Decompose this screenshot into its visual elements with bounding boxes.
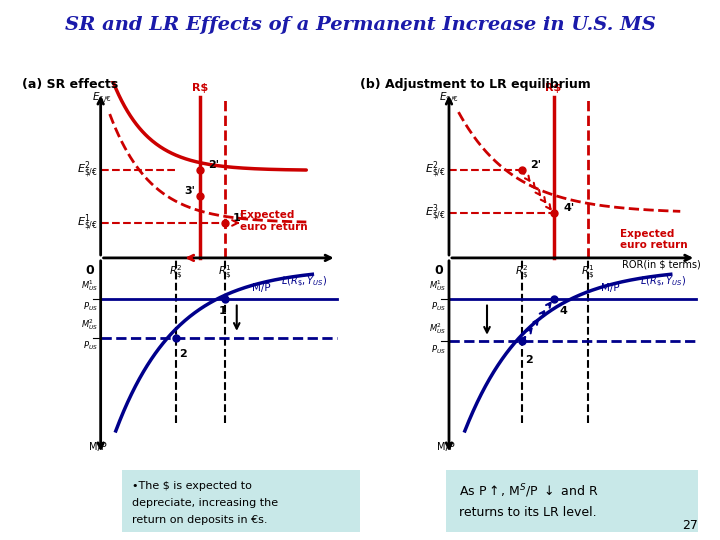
Text: 4: 4: [560, 306, 568, 316]
Text: 0: 0: [434, 264, 443, 276]
Text: 1': 1': [232, 213, 243, 223]
Text: 1: 1: [219, 306, 226, 316]
FancyBboxPatch shape: [444, 469, 701, 532]
Text: (b) Adjustment to LR equilibrium: (b) Adjustment to LR equilibrium: [360, 78, 590, 91]
Text: M/P: M/P: [89, 442, 107, 453]
Text: $P_{US}$: $P_{US}$: [83, 340, 98, 352]
Text: 4': 4': [563, 203, 574, 213]
Text: ROR(in $ terms): ROR(in $ terms): [622, 260, 701, 270]
Text: 2': 2': [530, 160, 541, 171]
Text: $P_{US}$: $P_{US}$: [431, 301, 446, 313]
Text: $M^2_{US}$: $M^2_{US}$: [81, 317, 98, 332]
Text: return on deposits in €s.: return on deposits in €s.: [132, 515, 267, 524]
Text: R$: R$: [546, 83, 562, 93]
Text: depreciate, increasing the: depreciate, increasing the: [132, 498, 278, 508]
Text: $R^2_\$$: $R^2_\$$: [515, 264, 528, 281]
Text: $M^2_{US}$: $M^2_{US}$: [429, 321, 446, 336]
Text: $E^1_{\$/€}$: $E^1_{\$/€}$: [76, 212, 98, 233]
Text: SR and LR Effects of a Permanent Increase in U.S. MS: SR and LR Effects of a Permanent Increas…: [65, 16, 655, 34]
Text: $L(R_\$, Y_{US})$: $L(R_\$, Y_{US})$: [640, 275, 687, 289]
Text: 2': 2': [208, 160, 219, 171]
Text: $E_{\$/€}$: $E_{\$/€}$: [91, 91, 112, 105]
Text: •The $ is expected to: •The $ is expected to: [132, 481, 252, 491]
Text: $R^1_\$$: $R^1_\$$: [582, 264, 595, 281]
Text: $M^1_{US}$: $M^1_{US}$: [81, 278, 98, 293]
Text: 0: 0: [86, 264, 94, 276]
Text: Expected
euro return: Expected euro return: [620, 229, 688, 251]
Text: M/P: M/P: [601, 283, 620, 293]
Text: $E^3_{\$/€}$: $E^3_{\$/€}$: [425, 202, 446, 224]
Text: M/P: M/P: [251, 283, 270, 293]
Text: $M^1_{US}$: $M^1_{US}$: [429, 278, 446, 293]
Text: As P$\uparrow$, M$^S$/P $\downarrow$ and R: As P$\uparrow$, M$^S$/P $\downarrow$ and…: [459, 482, 598, 500]
Text: $R^2_\$$: $R^2_\$$: [169, 264, 183, 281]
Text: 27: 27: [683, 519, 698, 532]
Text: 2: 2: [525, 355, 533, 365]
Text: R$: R$: [192, 83, 209, 93]
Text: $E_{\$/€}$: $E_{\$/€}$: [439, 91, 459, 105]
Text: $E^2_{\$/€}$: $E^2_{\$/€}$: [425, 160, 446, 181]
Text: $E^2_{\$/€}$: $E^2_{\$/€}$: [76, 160, 98, 181]
Text: $R^1_\$$: $R^1_\$$: [217, 264, 232, 281]
Text: 3': 3': [184, 186, 194, 196]
Text: $P_{US}$: $P_{US}$: [83, 301, 98, 313]
Text: returns to its LR level.: returns to its LR level.: [459, 506, 597, 519]
FancyBboxPatch shape: [120, 469, 362, 532]
Text: M/P: M/P: [437, 442, 455, 453]
Text: (a) SR effects: (a) SR effects: [22, 78, 118, 91]
Text: 2: 2: [179, 349, 187, 359]
Text: Expected
euro return: Expected euro return: [240, 210, 307, 232]
Text: $L(R_\$, Y_{US})$: $L(R_\$, Y_{US})$: [282, 275, 328, 289]
Text: $P_{US}$: $P_{US}$: [431, 343, 446, 356]
